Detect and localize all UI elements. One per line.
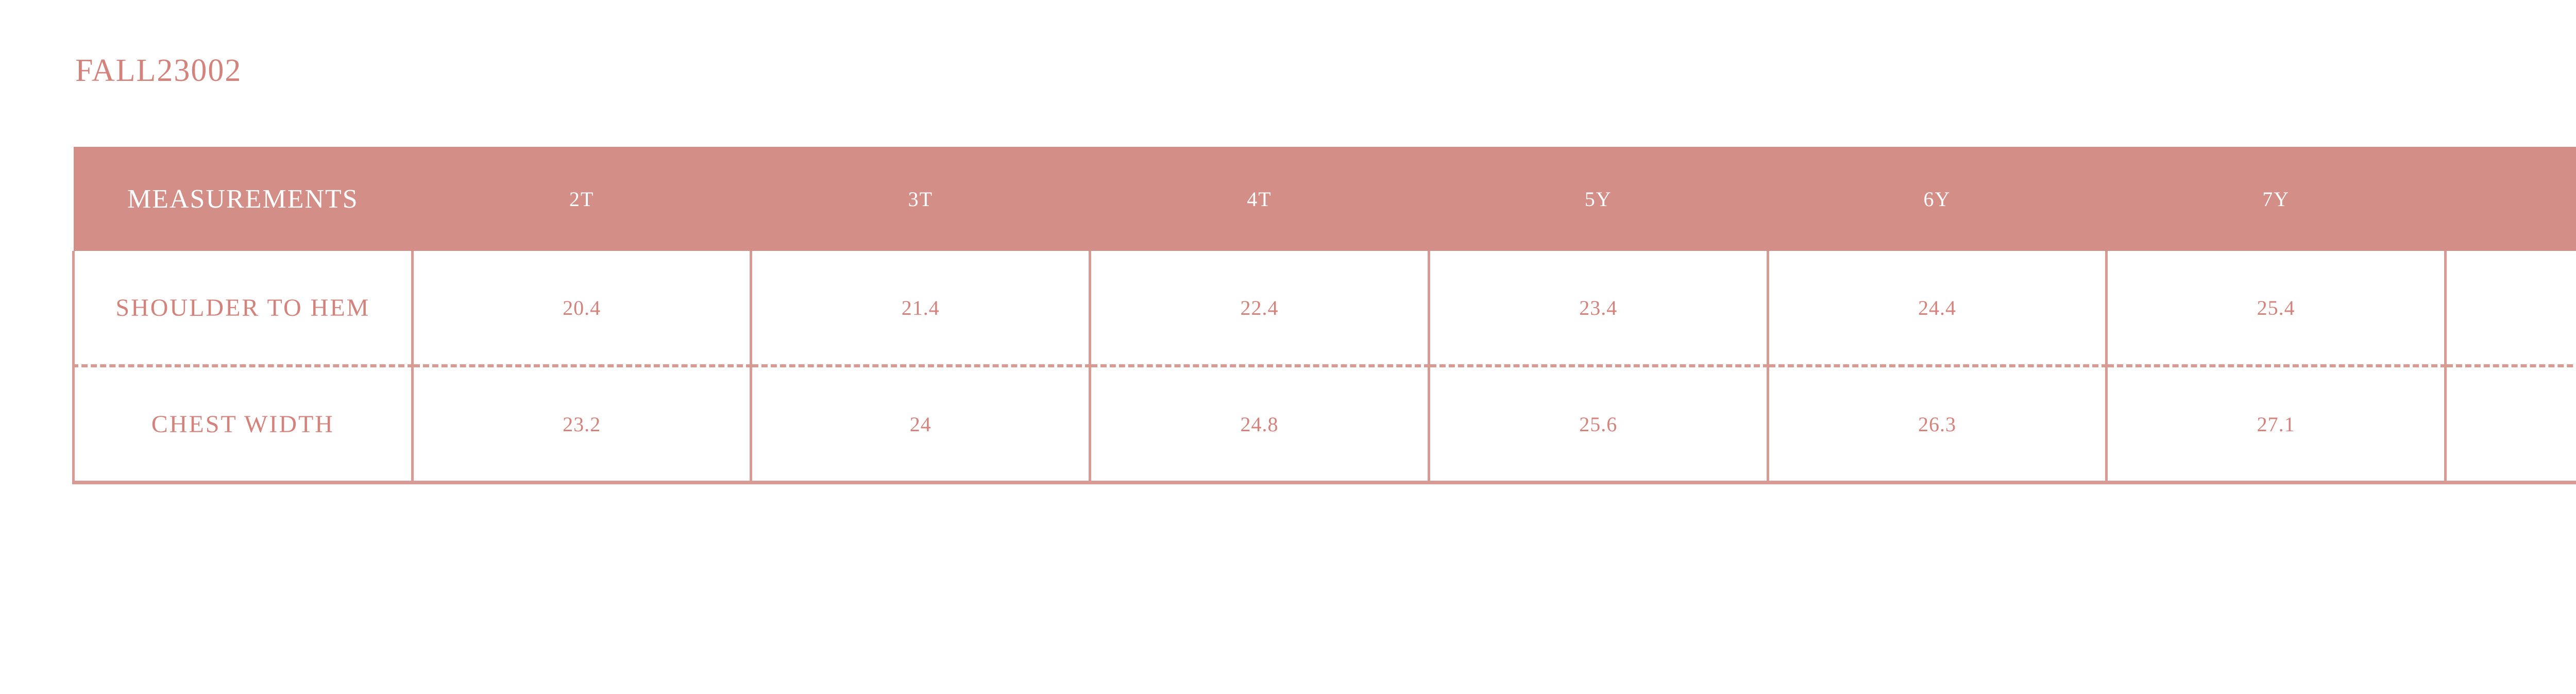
cell-chest-width-5y: 25.6	[1427, 364, 1769, 484]
column-header-4t: 4T	[1090, 147, 1429, 251]
table-header: MEASUREMENTS 2T 3T 4T 5Y 6Y 7Y 8Y 10Y	[73, 147, 2576, 251]
cell-shoulder-to-hem-7y: 25.4	[2105, 251, 2447, 366]
column-header-7y: 7Y	[2106, 147, 2446, 251]
cell-shoulder-to-hem-4t: 22.4	[1089, 251, 1430, 366]
cell-chest-width-7y: 27.1	[2105, 364, 2447, 484]
cell-chest-width-2t: 23.2	[411, 364, 753, 484]
column-header-5y: 5Y	[1429, 147, 1768, 251]
cell-shoulder-to-hem-3t: 21.4	[750, 251, 1092, 366]
column-header-3t: 3T	[751, 147, 1090, 251]
table-row: CHEST WIDTH 23.2 24 24.8 25.6 26.3 27.1 …	[72, 364, 2576, 484]
cell-shoulder-to-hem-2t: 20.4	[411, 251, 753, 366]
size-chart-table: MEASUREMENTS 2T 3T 4T 5Y 6Y 7Y 8Y 10Y SH…	[72, 147, 2576, 484]
column-header-measurements: MEASUREMENTS	[73, 147, 413, 251]
cell-chest-width-8y: 28	[2444, 364, 2576, 484]
cell-chest-width-3t: 24	[750, 364, 1092, 484]
row-label-shoulder-to-hem: SHOULDER TO HEM	[72, 251, 414, 366]
cell-shoulder-to-hem-6y: 24.4	[1766, 251, 2108, 366]
column-header-6y: 6Y	[1768, 147, 2107, 251]
table-header-row: MEASUREMENTS 2T 3T 4T 5Y 6Y 7Y 8Y 10Y	[73, 147, 2576, 251]
table-row: SHOULDER TO HEM 20.4 21.4 22.4 23.4 24.4…	[72, 251, 2576, 366]
table-body: SHOULDER TO HEM 20.4 21.4 22.4 23.4 24.4…	[72, 251, 2576, 484]
column-header-2t: 2T	[412, 147, 751, 251]
cell-shoulder-to-hem-5y: 23.4	[1427, 251, 1769, 366]
cell-shoulder-to-hem-8y: 26.4	[2444, 251, 2576, 366]
column-header-8y: 8Y	[2445, 147, 2576, 251]
row-label-chest-width: CHEST WIDTH	[72, 364, 414, 484]
cell-chest-width-6y: 26.3	[1766, 364, 2108, 484]
page-title: FALL23002	[75, 53, 242, 88]
cell-chest-width-4t: 24.8	[1089, 364, 1430, 484]
